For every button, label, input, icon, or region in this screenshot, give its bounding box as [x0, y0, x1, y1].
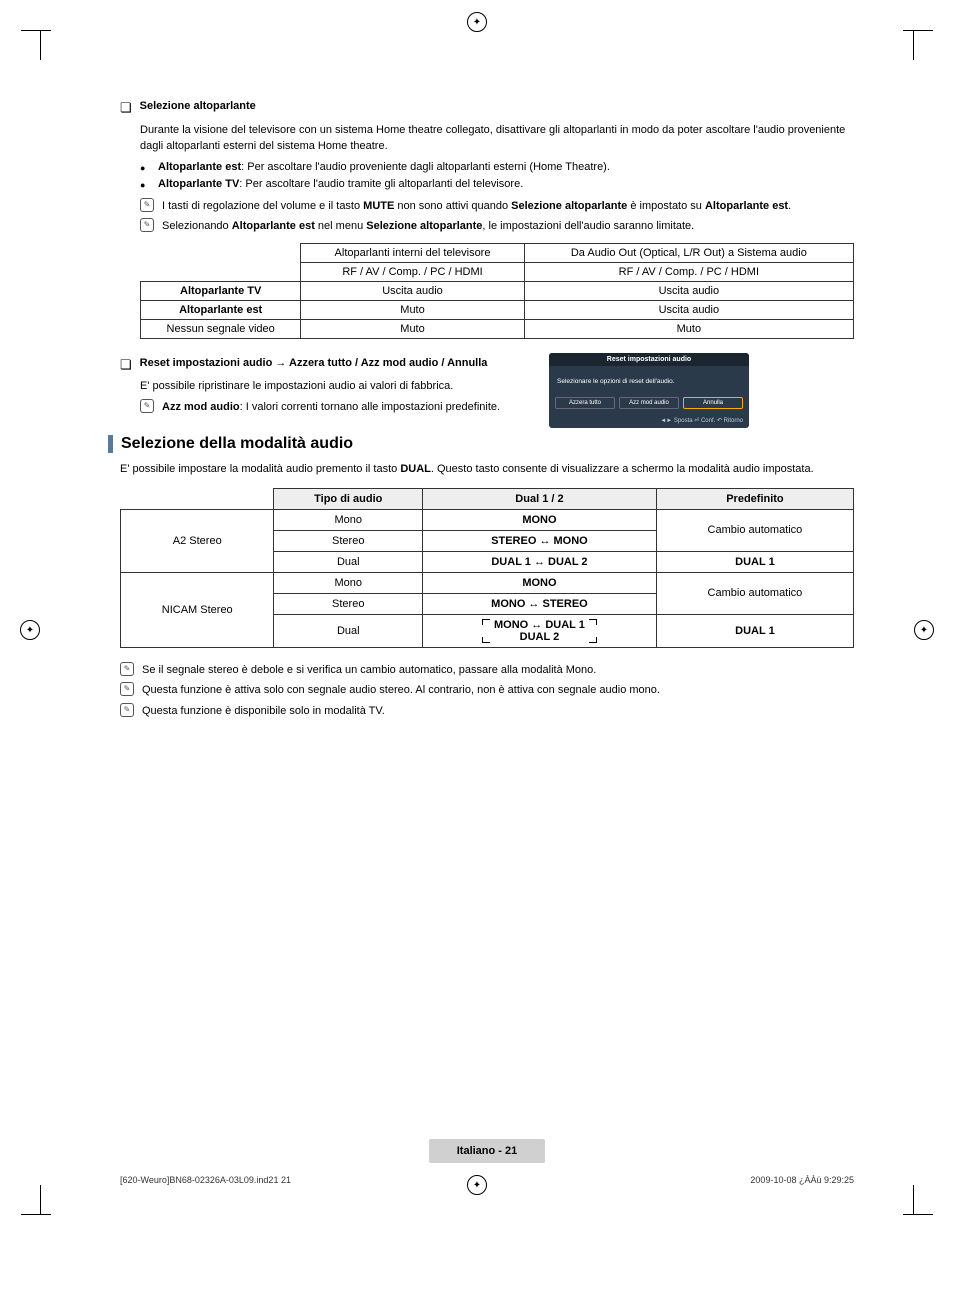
- table-cell: MONO: [423, 509, 657, 530]
- table-group-label: NICAM Stereo: [121, 572, 274, 647]
- list-item: Altoparlante est: Per ascoltare l'audio …: [140, 159, 854, 177]
- table-row-label: Nessun segnale video: [141, 319, 301, 338]
- table-row-label: Altoparlante est: [141, 300, 301, 319]
- note-text: I tasti di regolazione del volume e il t…: [162, 198, 791, 215]
- table-cell: Mono: [274, 572, 423, 593]
- table-header: Tipo di audio: [274, 488, 423, 509]
- note-line: ✎ I tasti di regolazione del volume e il…: [140, 198, 854, 215]
- osd-dialog: Reset impostazioni audio Selezionare le …: [549, 353, 749, 428]
- heading-bar-icon: [108, 435, 113, 453]
- table-group-label: A2 Stereo: [121, 509, 274, 572]
- note-text: Azz mod audio: I valori correnti tornano…: [162, 399, 500, 416]
- table-header: Da Audio Out (Optical, L/R Out) a Sistem…: [524, 243, 853, 262]
- table-cell: Muto: [301, 300, 524, 319]
- section-title: Selezione altoparlante: [140, 100, 256, 112]
- heading-text: Selezione della modalità audio: [121, 435, 353, 453]
- osd-button[interactable]: Azzera tutto: [555, 397, 615, 409]
- crop-mark: [884, 1185, 914, 1215]
- intro-paragraph: E' possibile impostare la modalità audio…: [120, 461, 854, 478]
- table-cell: Uscita audio: [301, 281, 524, 300]
- speaker-table: Altoparlanti interni del televisore Da A…: [140, 243, 854, 339]
- osd-body: Selezionare le opzioni di reset dell'aud…: [549, 366, 749, 397]
- note-text: Questa funzione è attiva solo con segnal…: [142, 682, 660, 699]
- note-line: ✎ Se il segnale stereo è debole e si veri…: [120, 662, 854, 679]
- table-cell: Mono: [274, 509, 423, 530]
- dual-cycle-graphic: MONO ↔ DUAL 1 DUAL 2: [482, 619, 597, 643]
- table-header: Altoparlanti interni del televisore: [301, 243, 524, 262]
- table-cell: RF / AV / Comp. / PC / HDMI: [524, 262, 853, 281]
- crop-mark: [40, 1185, 70, 1215]
- print-metadata: [620-Weuro]BN68-02326A-03L09.ind21 21 20…: [120, 1175, 854, 1185]
- table-cell: Cambio automatico: [656, 509, 853, 551]
- osd-footer: ◄► Sposta ⏎ Conf. ↶ Ritorno: [549, 415, 749, 428]
- note-text: Se il segnale stereo è debole e si verif…: [142, 662, 596, 679]
- registration-mark-left: [20, 620, 40, 640]
- crop-mark: [884, 30, 914, 60]
- registration-mark-bottom: [467, 1175, 487, 1195]
- table-cell: Muto: [524, 319, 853, 338]
- table-cell: MONO: [423, 572, 657, 593]
- meta-left: [620-Weuro]BN68-02326A-03L09.ind21 21: [120, 1175, 291, 1185]
- note-icon: ✎: [120, 682, 134, 696]
- table-cell: MONO ↔ DUAL 1 DUAL 2: [423, 614, 657, 647]
- registration-mark-right: [914, 620, 934, 640]
- note-line: ✎ Questa funzione è disponibile solo in m…: [120, 703, 854, 720]
- table-cell: Cambio automatico: [656, 572, 853, 614]
- section-heading: ❏ Selezione altoparlante: [120, 100, 854, 116]
- table-cell: [141, 262, 301, 281]
- meta-right: 2009-10-08 ¿ÀÀü 9:29:25: [750, 1175, 854, 1185]
- note-icon: ✎: [140, 399, 154, 413]
- table-cell: Dual: [274, 551, 423, 572]
- osd-button-selected[interactable]: Annulla: [683, 397, 743, 409]
- table-cell: [141, 243, 301, 262]
- osd-button-row: Azzera tutto Azz mod audio Annulla: [549, 397, 749, 415]
- note-icon: ✎: [140, 198, 154, 212]
- registration-mark-top: [467, 12, 487, 32]
- note-icon: ✎: [120, 662, 134, 676]
- table-cell: DUAL 1: [656, 551, 853, 572]
- intro-paragraph: Durante la visione del televisore con un…: [140, 122, 854, 155]
- note-icon: ✎: [140, 218, 154, 232]
- crop-mark: [40, 30, 70, 60]
- page-footer: Italiano - 21: [120, 1139, 854, 1163]
- bullet-list: Altoparlante est: Per ascoltare l'audio …: [140, 159, 854, 194]
- table-cell: Uscita audio: [524, 300, 853, 319]
- table-cell: Stereo: [274, 530, 423, 551]
- table-cell: DUAL 1: [656, 614, 853, 647]
- note-text: Selezionando Altoparlante est nel menu S…: [162, 218, 694, 235]
- list-item: Altoparlante TV: Per ascoltare l'audio t…: [140, 176, 854, 194]
- osd-button[interactable]: Azz mod audio: [619, 397, 679, 409]
- audio-mode-table: Tipo di audio Dual 1 / 2 Predefinito A2 …: [120, 488, 854, 648]
- square-bullet-icon: ❏: [120, 100, 132, 116]
- osd-title: Reset impostazioni audio: [549, 353, 749, 366]
- page-number-pill: Italiano - 21: [429, 1139, 546, 1163]
- table-cell: Uscita audio: [524, 281, 853, 300]
- table-header: [121, 488, 274, 509]
- section-title: Reset impostazioni audio → Azzera tutto …: [140, 357, 488, 369]
- table-header: Dual 1 / 2: [423, 488, 657, 509]
- subsection-heading: Selezione della modalità audio: [108, 435, 854, 453]
- table-header: Predefinito: [656, 488, 853, 509]
- note-text: Questa funzione è disponibile solo in mo…: [142, 703, 385, 720]
- table-cell: Stereo: [274, 593, 423, 614]
- square-bullet-icon: ❏: [120, 357, 132, 373]
- table-cell: Muto: [301, 319, 524, 338]
- table-cell: STEREO ↔ MONO: [423, 530, 657, 551]
- table-cell: RF / AV / Comp. / PC / HDMI: [301, 262, 524, 281]
- note-line: ✎ Questa funzione è attiva solo con segna…: [120, 682, 854, 699]
- table-row-label: Altoparlante TV: [141, 281, 301, 300]
- table-cell: DUAL 1 ↔ DUAL 2: [423, 551, 657, 572]
- table-cell: MONO ↔ STEREO: [423, 593, 657, 614]
- note-line: ✎ Selezionando Altoparlante est nel menu…: [140, 218, 854, 235]
- table-cell: Dual: [274, 614, 423, 647]
- note-icon: ✎: [120, 703, 134, 717]
